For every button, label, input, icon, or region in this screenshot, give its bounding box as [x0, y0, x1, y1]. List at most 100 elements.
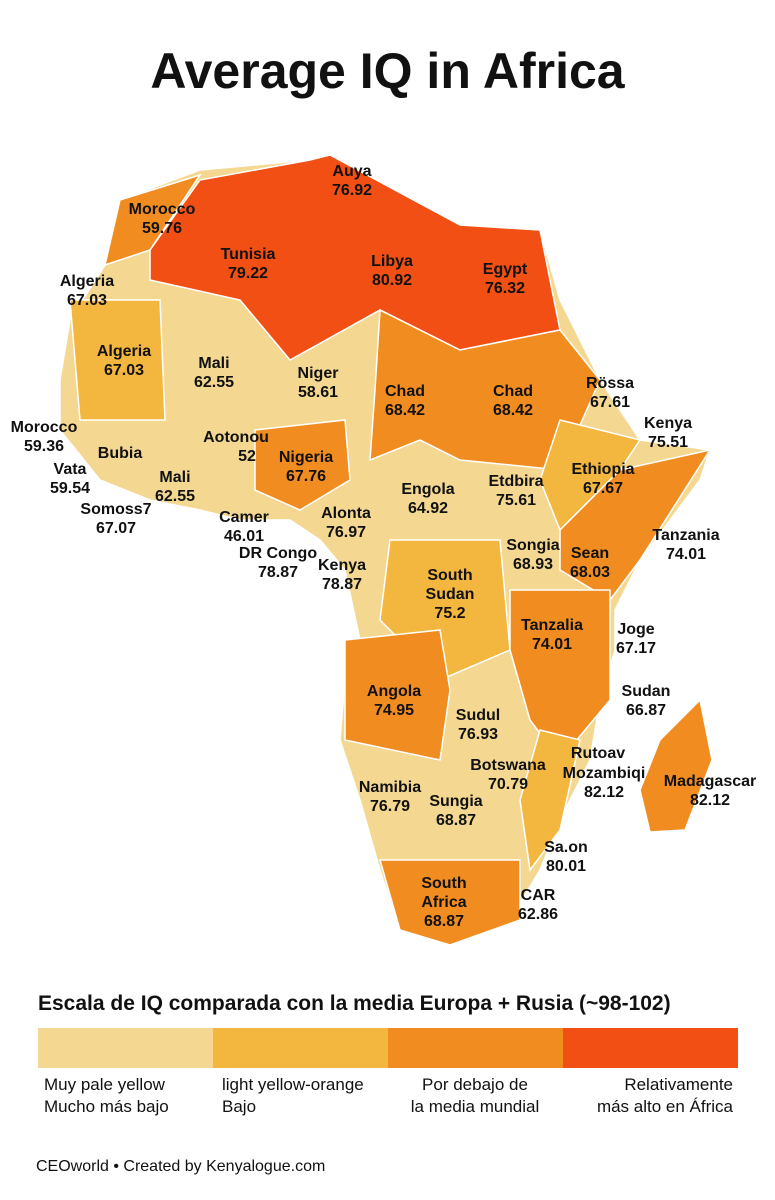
map-label: Songia 68.93: [506, 536, 559, 574]
region-name: Somoss7: [80, 501, 152, 518]
region-name: Tunisia: [220, 246, 276, 263]
region-value: 76.93: [457, 726, 499, 743]
map-label: Chad 68.42: [385, 382, 425, 420]
region-algeria: [69, 299, 166, 421]
region-value: 59.76: [141, 220, 183, 237]
region-name: Joge: [617, 621, 655, 638]
region-value: 76.97: [325, 524, 367, 541]
map-label: Mali 62.55: [194, 354, 234, 392]
region-value: 82.12: [583, 784, 625, 801]
region-value: 68.87: [435, 812, 477, 829]
region-value: 68.42: [492, 402, 534, 419]
region-value: 68.42: [384, 402, 426, 419]
title: Average IQ in Africa: [150, 43, 625, 99]
region-name: South Sudan: [425, 567, 475, 603]
region-name: CAR: [520, 887, 556, 904]
region-name: Sungia: [429, 793, 483, 810]
region-name: Namibia: [358, 779, 422, 796]
map-label: Bubia: [98, 444, 142, 463]
region-value: 80.92: [371, 272, 413, 289]
region-morocco: [103, 173, 202, 267]
map-label: Aotonou 52: [203, 428, 269, 466]
map-label: Egypt 76.32: [483, 260, 527, 298]
region-value: 78.87: [257, 564, 299, 581]
region-value: 74.95: [373, 702, 415, 719]
region-name: Camer: [219, 509, 269, 526]
region-name: Rutoav: [570, 745, 626, 762]
map-label: Kenya 78.87: [318, 556, 366, 594]
map-label: Niger 58.61: [298, 364, 339, 402]
region-value: 66.87: [625, 702, 667, 719]
map-label: Morocco 59.76: [129, 200, 196, 238]
map-label: South Africa 68.87: [409, 874, 479, 931]
region-value: 68.03: [569, 564, 611, 581]
map-label: Auya 76.92: [332, 162, 372, 200]
map-label: Camer 46.01: [219, 508, 269, 546]
region-value: 70.79: [487, 776, 529, 793]
map-label: Ethiopia 67.67: [571, 460, 634, 498]
map-label: Sungia 68.87: [429, 792, 482, 830]
region-value: 76.32: [484, 280, 526, 297]
map-label: CAR 62.86: [518, 886, 558, 924]
africa-map: [59, 154, 713, 946]
map-label: Kenya 75.51: [644, 414, 692, 452]
legend-label-line: Por debajo de: [422, 1075, 528, 1094]
region-value: 67.67: [582, 480, 624, 497]
legend-label: Por debajo de la media mundial: [411, 1074, 540, 1118]
region-value: 58.61: [297, 384, 339, 401]
region-value: 75.61: [495, 492, 537, 509]
map-label: Sudul 76.93: [456, 706, 500, 744]
legend-label-line: Muy pale yellow: [44, 1075, 165, 1094]
region-value: 68.87: [423, 913, 465, 930]
map-label: Somoss7 67.07: [80, 500, 151, 538]
region-name: Angola: [366, 683, 422, 700]
region-name: Sean: [570, 545, 610, 562]
map-label: Sudan 66.87: [622, 682, 671, 720]
map-label: Nigeria 67.76: [279, 448, 333, 486]
region-value: 62.86: [517, 906, 559, 923]
map-label: Libya 80.92: [371, 252, 413, 290]
madagascar: [639, 698, 713, 833]
region-value: 75.2: [434, 605, 466, 622]
region-name: Sudan: [621, 683, 671, 700]
legend-label-line: Mucho más bajo: [44, 1097, 169, 1116]
region-value: 52: [238, 448, 256, 465]
legend-label: light yellow-orange Bajo: [222, 1074, 364, 1118]
map-label: Botswana 70.79: [470, 756, 546, 794]
legend-label-line: Bajo: [222, 1097, 257, 1116]
region-name: Engola: [401, 481, 455, 498]
region-name: Algeria: [96, 343, 152, 360]
region-nigeria: [254, 419, 351, 511]
legend-title: Escala de IQ comparada con la media Euro…: [38, 992, 671, 1015]
map-label: Algeria 67.03: [60, 272, 114, 310]
region-value: 46.01: [223, 528, 265, 545]
region-name: Tanzalia: [521, 617, 583, 634]
map-label: Madagascar 82.12: [664, 772, 757, 810]
region-value: 76.92: [331, 182, 373, 199]
region-angola: [344, 629, 451, 761]
region-name: Egypt: [482, 261, 528, 278]
region-value: 67.17: [615, 640, 657, 657]
region-value: 75.51: [647, 434, 689, 451]
region-name: Tanzania: [652, 527, 720, 544]
region-value: 67.03: [66, 292, 108, 309]
region-value: 64.92: [407, 500, 449, 517]
region-name: Bubia: [97, 445, 143, 462]
legend-swatch: [213, 1028, 388, 1068]
region-chad-sudan: [369, 308, 601, 471]
map-label: Engola 64.92: [401, 480, 454, 518]
footer: CEOworld • Created by Kenyalogue.com: [36, 1158, 326, 1175]
region-name: Ethiopia: [571, 461, 635, 478]
map-label: Namibia 76.79: [359, 778, 421, 816]
map-label: Chad 68.42: [493, 382, 533, 420]
map-label: Rössa 67.61: [586, 374, 634, 412]
region-name: Morocco: [10, 419, 78, 436]
region-value: 62.55: [154, 488, 196, 505]
map-label: Etdbira 75.61: [488, 472, 543, 510]
region-name: Libya: [371, 253, 413, 270]
map-label: South Sudan 75.2: [415, 566, 485, 623]
region-value: 59.36: [23, 438, 65, 455]
region-name: Songia: [506, 537, 560, 554]
region-value: 62.55: [193, 374, 235, 391]
map-label: Mozambiqi 82.12: [563, 764, 646, 802]
